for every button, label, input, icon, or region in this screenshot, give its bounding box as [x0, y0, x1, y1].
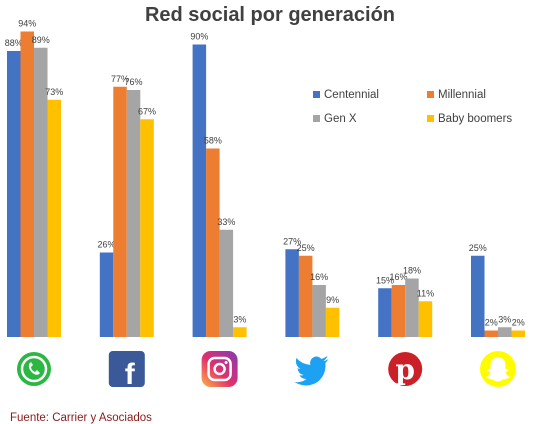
data-label-whatsapp-baby-boomers: 73% [45, 87, 63, 97]
bar-snapchat-centennial [471, 255, 485, 337]
pinterest-icon: p [388, 352, 423, 386]
data-label-pinterest-gen-x: 18% [403, 266, 421, 276]
data-label-twitter-gen-x: 16% [310, 272, 328, 282]
legend-swatch-millennial [427, 91, 434, 98]
facebook-icon: f [108, 351, 145, 391]
legend-label-baby-boomers: Baby boomers [438, 113, 512, 125]
data-label-facebook-millennial: 77% [111, 74, 129, 84]
data-label-facebook-baby-boomers: 67% [138, 106, 156, 116]
bar-group-facebook: 26% 77%76% 67% [98, 74, 156, 337]
data-label-twitter-baby-boomers: 9% [326, 295, 339, 305]
bar-group-pinterest: 15%16%18% 11% [376, 266, 434, 337]
svg-text:p: p [395, 353, 415, 386]
bar-whatsapp-baby-boomers [47, 99, 61, 337]
bar-pinterest-millennial [391, 285, 406, 337]
bar-instagram-millennial [206, 148, 220, 337]
bar-twitter-centennial [285, 249, 299, 337]
data-label-snapchat-baby-boomers: 2% [512, 318, 525, 328]
legend-label-centennial: Centennial [324, 89, 379, 101]
data-label-whatsapp-gen-x: 89% [32, 35, 50, 45]
data-label-pinterest-millennial: 16% [389, 272, 407, 282]
legend-swatch-baby-boomers [427, 115, 434, 122]
bar-snapchat-baby-boomers [511, 330, 525, 337]
bar-twitter-millennial [298, 255, 313, 337]
bar-group-instagram: 90% 58% 33% 3% [190, 32, 247, 337]
bar-whatsapp-millennial [20, 31, 34, 337]
data-label-instagram-baby-boomers: 3% [233, 314, 246, 324]
bar-pinterest-baby-boomers [418, 301, 433, 337]
bar-group-snapchat: 25% 2% 3% 2% [469, 243, 525, 337]
bar-instagram-baby-boomers [233, 327, 247, 337]
bar-instagram-gen-x [219, 229, 234, 337]
bar-pinterest-centennial [378, 288, 392, 337]
data-label-twitter-millennial: 25% [297, 243, 315, 253]
bar-snapchat-millennial [484, 330, 498, 337]
data-label-whatsapp-millennial: 94% [18, 19, 36, 29]
bar-twitter-baby-boomers [325, 307, 340, 337]
bar-facebook-gen-x [126, 90, 141, 337]
bar-instagram-centennial [192, 44, 207, 337]
bar-pinterest-gen-x [405, 278, 419, 337]
data-label-whatsapp-centennial: 88% [5, 38, 23, 48]
bar-whatsapp-gen-x [34, 47, 48, 337]
bar-twitter-gen-x [312, 285, 326, 337]
chart-title: Red social por generación [145, 4, 395, 26]
whatsapp-icon [17, 352, 51, 386]
bar-groups: 88%94%89%73%26%77%76%67%90%58%33%3%27%25… [5, 19, 525, 337]
data-label-facebook-gen-x: 76% [125, 77, 143, 87]
source-note: Fuente: Carrier y Asociados [10, 412, 152, 424]
data-label-pinterest-centennial: 15% [376, 275, 394, 285]
legend: Centennial Millennial Gen X Baby boomers [313, 89, 512, 125]
bar-group-twitter: 27%25% 16% 9% [283, 236, 340, 337]
data-label-snapchat-gen-x: 3% [498, 314, 511, 324]
data-label-instagram-millennial: 58% [204, 136, 222, 146]
bar-facebook-millennial [113, 86, 127, 337]
data-label-facebook-centennial: 26% [98, 240, 116, 250]
legend-swatch-gen-x [313, 115, 320, 122]
data-label-instagram-gen-x: 33% [217, 217, 235, 227]
legend-label-millennial: Millennial [438, 89, 486, 101]
data-label-pinterest-baby-boomers: 11% [417, 288, 434, 298]
svg-text:f: f [125, 358, 136, 391]
snapchat-icon [480, 351, 516, 387]
bar-group-whatsapp: 88% 94% 89% 73% [5, 19, 63, 337]
data-label-instagram-centennial: 90% [190, 32, 208, 42]
bar-facebook-centennial [99, 252, 114, 337]
bar-whatsapp-centennial [7, 51, 21, 337]
data-label-snapchat-centennial: 25% [469, 243, 487, 253]
data-label-snapchat-millennial: 2% [485, 318, 498, 328]
data-label-twitter-centennial: 27% [283, 236, 301, 246]
bar-snapchat-gen-x [498, 327, 512, 337]
bar-facebook-baby-boomers [140, 119, 154, 337]
legend-swatch-centennial [313, 91, 320, 98]
legend-label-gen-x: Gen X [324, 113, 357, 125]
twitter-icon [294, 356, 329, 386]
instagram-icon [201, 351, 238, 387]
